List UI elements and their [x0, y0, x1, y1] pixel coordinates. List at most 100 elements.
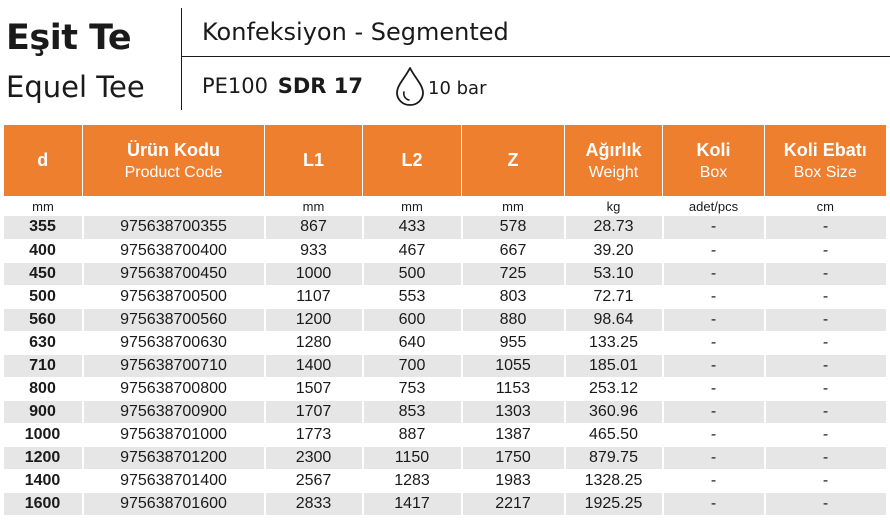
cell-weight: 72.71 — [563, 285, 663, 309]
cell-box-size: - — [763, 446, 886, 470]
cell-product-code: 975638700450 — [81, 262, 265, 286]
cell-box-size: - — [763, 239, 886, 263]
cell-l2: 553 — [361, 285, 462, 309]
cell-product-code: 975638701600 — [81, 492, 265, 516]
cell-z: 1303 — [460, 400, 565, 424]
cell-l2: 887 — [361, 423, 462, 447]
cell-box: - — [661, 446, 765, 470]
cell-l2: 1417 — [361, 492, 462, 516]
cell-product-code: 975638700560 — [81, 308, 265, 332]
product-category: Konfeksiyon - Segmented — [202, 18, 509, 46]
cell-l1: 2833 — [263, 492, 363, 516]
column-header-label: Z — [507, 150, 519, 170]
cell-l1: 1000 — [263, 262, 363, 286]
column-header-label: d — [37, 150, 49, 170]
table-row: 1600 975638701600 2833 1417 2217 1925.25- - — [3, 492, 886, 516]
cell-box: - — [661, 331, 765, 355]
table-row: 710 975638700710 1400 700 1055 185.01- - — [3, 354, 886, 378]
column-header-label: L1 — [302, 150, 324, 170]
cell-product-code: 975638700710 — [81, 354, 265, 378]
cell-d: 710 — [3, 354, 83, 378]
column-header-product-code: Ürün Kodu Product Code — [82, 125, 265, 196]
cell-l2: 853 — [361, 400, 462, 424]
cell-box-size: - — [763, 377, 886, 401]
cell-d: 450 — [3, 262, 83, 286]
table-row: 1200 975638701200 2300 1150 1750 879.75- - — [3, 446, 886, 470]
cell-d: 1200 — [3, 446, 83, 470]
column-header-l2: L2 — [362, 125, 462, 196]
table-row: 355 975638700355 867 433 578 28.73- - — [3, 216, 886, 240]
cell-l2: 640 — [361, 331, 462, 355]
table-row: 560 975638700560 1200 600 880 98.64- - — [3, 308, 886, 332]
cell-z: 1055 — [460, 354, 565, 378]
cell-l2: 753 — [361, 377, 462, 401]
cell-d: 1600 — [3, 492, 83, 516]
cell-z: 578 — [460, 216, 565, 240]
cell-box: - — [661, 216, 765, 240]
units-row: mm mm mm mm kg adet/pcs cm — [3, 196, 886, 216]
unit-cell-box: adet/pcs — [662, 196, 765, 216]
cell-l2: 1150 — [361, 446, 462, 470]
table-row: 450 975638700450 1000 500 725 53.10- - — [3, 262, 886, 286]
cell-weight: 360.96 — [563, 400, 663, 424]
cell-box-size: - — [763, 492, 886, 516]
column-header-label: Koli — [696, 139, 731, 160]
cell-box-size: - — [763, 331, 886, 355]
product-subtitle: Equel Tee — [6, 70, 145, 104]
unit-cell-l1: mm — [264, 196, 363, 216]
table-row: 500 975638700500 1107 553 803 72.71- - — [3, 285, 886, 309]
cell-d: 1400 — [3, 469, 83, 493]
column-header-sublabel: Product Code — [124, 163, 223, 181]
column-header-z: Z — [461, 125, 565, 196]
cell-l1: 1280 — [263, 331, 363, 355]
column-header-weight: Ağırlık Weight — [564, 125, 663, 196]
column-header-sublabel: Box — [699, 163, 728, 181]
cell-box-size: - — [763, 400, 886, 424]
cell-l1: 1400 — [263, 354, 363, 378]
cell-z: 1983 — [460, 469, 565, 493]
cell-box-size: - — [763, 308, 886, 332]
cell-l1: 933 — [263, 239, 363, 263]
cell-z: 1387 — [460, 423, 565, 447]
cell-box-size: - — [763, 262, 886, 286]
column-header-box: Koli Box — [662, 125, 765, 196]
column-header-label: Ürün Kodu — [127, 139, 220, 160]
column-header-label: L2 — [401, 150, 423, 170]
cell-product-code: 975638700500 — [81, 285, 265, 309]
page-header: Eşit Te Equel Tee Konfeksiyon - Segmente… — [0, 0, 890, 118]
cell-product-code: 975638701400 — [81, 469, 265, 493]
header-horizontal-divider — [181, 56, 890, 57]
column-header-sublabel: Weight — [588, 163, 639, 181]
cell-d: 500 — [3, 285, 83, 309]
cell-l2: 600 — [361, 308, 462, 332]
cell-box: - — [661, 262, 765, 286]
unit-cell-box-size: cm — [764, 196, 886, 216]
cell-l1: 1200 — [263, 308, 363, 332]
cell-d: 400 — [3, 239, 83, 263]
cell-weight: 1925.25 — [563, 492, 663, 516]
unit-cell-z: mm — [461, 196, 565, 216]
cell-weight: 1328.25 — [563, 469, 663, 493]
cell-z: 880 — [460, 308, 565, 332]
cell-product-code: 975638700800 — [81, 377, 265, 401]
cell-d: 1000 — [3, 423, 83, 447]
cell-d: 630 — [3, 331, 83, 355]
cell-box: - — [661, 469, 765, 493]
column-header-l1: L1 — [264, 125, 363, 196]
cell-z: 2217 — [460, 492, 565, 516]
cell-weight: 465.50 — [563, 423, 663, 447]
pressure-rating: 10 bar — [428, 78, 487, 99]
cell-weight: 185.01 — [563, 354, 663, 378]
cell-l2: 433 — [361, 216, 462, 240]
cell-box: - — [661, 492, 765, 516]
sdr-label: SDR 17 — [277, 74, 363, 98]
cell-weight: 28.73 — [563, 216, 663, 240]
cell-d: 355 — [3, 216, 83, 240]
cell-l1: 1707 — [263, 400, 363, 424]
column-header-sublabel: Box Size — [793, 163, 857, 181]
cell-l2: 700 — [361, 354, 462, 378]
cell-box: - — [661, 354, 765, 378]
cell-box-size: - — [763, 469, 886, 493]
cell-box: - — [661, 308, 765, 332]
cell-l2: 500 — [361, 262, 462, 286]
